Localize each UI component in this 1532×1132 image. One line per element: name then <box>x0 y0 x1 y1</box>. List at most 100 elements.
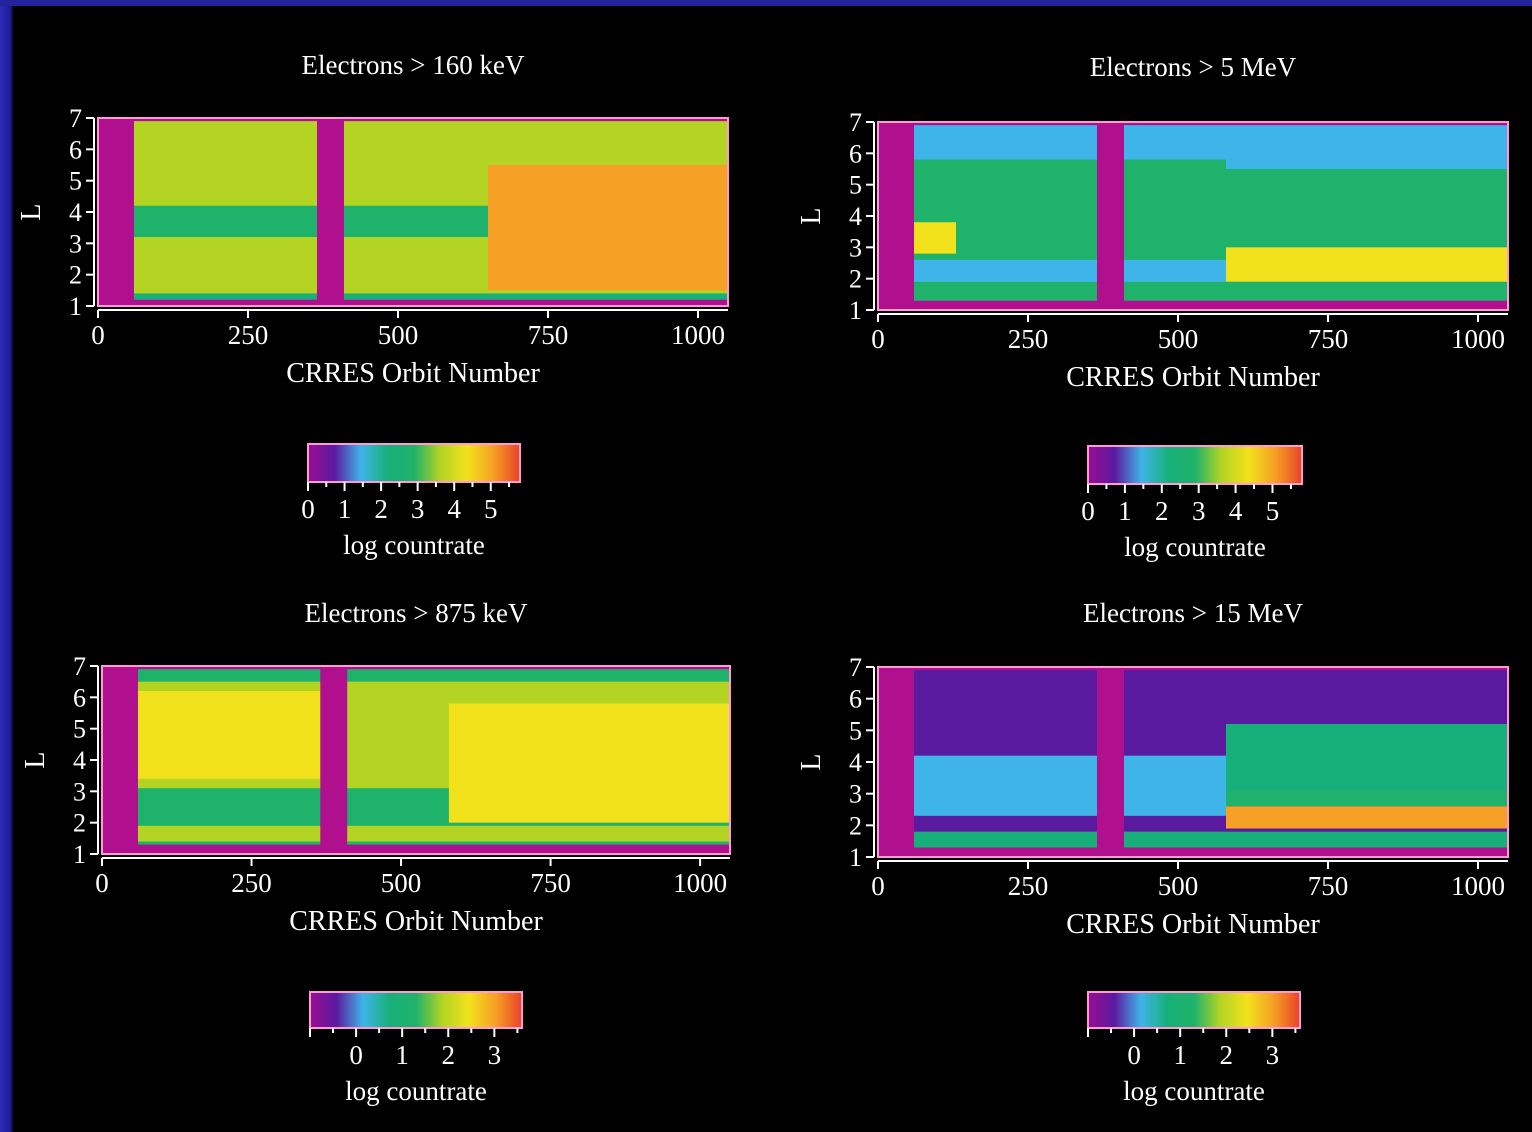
colorbar-tick-label: 0 <box>349 1040 363 1070</box>
y-axis-label: L <box>796 207 827 224</box>
colorbar-tick-label: 4 <box>1229 496 1243 526</box>
x-tick-label: 1000 <box>671 320 725 350</box>
colorbar <box>309 991 523 1029</box>
plot-frame <box>877 666 1509 858</box>
x-tick-label: 750 <box>528 320 569 350</box>
y-tick-label: 6 <box>73 683 86 712</box>
y-tick-label: 5 <box>73 715 86 744</box>
heatmap-band <box>914 222 956 254</box>
x-tick-label: 750 <box>1308 324 1349 354</box>
y-tick-label: 2 <box>849 265 862 294</box>
heatmap-band <box>134 205 317 238</box>
heatmap-band <box>1226 790 1508 807</box>
colorbar-tick-label: 0 <box>1127 1040 1141 1070</box>
data-gap <box>98 118 134 306</box>
x-axis-label: CRRES Orbit Number <box>1066 362 1320 393</box>
heatmap-band <box>1226 169 1508 251</box>
x-tick-label: 1000 <box>673 868 727 898</box>
plot-frame <box>877 121 1509 311</box>
y-tick-label: 1 <box>73 840 86 869</box>
y-tick-label: 6 <box>849 685 862 714</box>
heatmap-band <box>1226 806 1508 829</box>
plot-frame <box>101 665 731 855</box>
y-tick-label: 1 <box>849 843 862 872</box>
heatmap-band <box>1226 724 1508 794</box>
y-tick-label: 2 <box>849 811 862 840</box>
colorbar-tick-label: 0 <box>1081 496 1095 526</box>
colorbar-tick-label: 2 <box>1155 496 1169 526</box>
heatmap-band <box>488 165 728 291</box>
data-gap <box>320 666 348 854</box>
colorbar-tick-label: 1 <box>338 494 352 524</box>
y-tick-label: 2 <box>73 809 86 838</box>
y-tick-label: 1 <box>849 296 862 325</box>
colorbar-tick-label: 3 <box>411 494 425 524</box>
x-tick-label: 0 <box>95 868 109 898</box>
y-tick-label: 1 <box>69 292 82 321</box>
heatmap-band <box>134 293 728 300</box>
y-tick-label: 6 <box>69 135 82 164</box>
x-tick-label: 500 <box>1158 324 1199 354</box>
colorbar-tick-label: 5 <box>484 494 498 524</box>
data-gap <box>878 122 914 310</box>
y-tick-label: 7 <box>849 108 862 137</box>
heatmap-band <box>344 205 488 238</box>
x-tick-label: 500 <box>1158 871 1199 901</box>
colorbar-tick-label: 2 <box>442 1040 456 1070</box>
heatmap-band <box>137 825 730 842</box>
colorbar-label: log countrate <box>1123 1076 1265 1106</box>
x-tick-label: 0 <box>871 324 885 354</box>
colorbar-tick-label: 3 <box>1266 1040 1280 1070</box>
colorbar-label: log countrate <box>343 530 485 560</box>
y-tick-label: 4 <box>849 748 862 777</box>
y-tick-label: 5 <box>849 171 862 200</box>
y-axis-label: L <box>16 203 47 220</box>
y-tick-label: 4 <box>849 202 862 231</box>
colorbar <box>307 443 521 483</box>
colorbar-label: log countrate <box>1124 532 1266 562</box>
colorbar <box>1087 991 1301 1029</box>
x-tick-label: 750 <box>530 868 571 898</box>
y-tick-label: 4 <box>69 198 82 227</box>
x-tick-label: 1000 <box>1451 871 1505 901</box>
heatmap-band <box>448 703 730 823</box>
colorbar-tick-label: 5 <box>1266 496 1280 526</box>
chart-title: Electrons > 15 MeV <box>1083 598 1303 628</box>
data-gap <box>878 667 914 857</box>
x-tick-label: 250 <box>228 320 269 350</box>
x-axis-label: CRRES Orbit Number <box>286 358 540 389</box>
y-tick-label: 3 <box>849 233 862 262</box>
chart-title: Electrons > 160 keV <box>302 50 525 80</box>
y-tick-label: 5 <box>849 716 862 745</box>
y-tick-label: 7 <box>849 653 862 682</box>
colorbar-tick-label: 1 <box>395 1040 409 1070</box>
heatmap-band <box>914 281 1508 301</box>
y-tick-label: 4 <box>73 746 86 775</box>
y-tick-label: 6 <box>849 139 862 168</box>
colorbar <box>1087 445 1303 485</box>
data-gap <box>1097 122 1124 310</box>
x-tick-label: 500 <box>378 320 419 350</box>
chart-title: Electrons > 875 keV <box>305 598 528 628</box>
colorbar-label: log countrate <box>345 1076 487 1106</box>
colorbar-tick-label: 2 <box>374 494 388 524</box>
chart-title: Electrons > 5 MeV <box>1090 52 1297 82</box>
colorbar-tick-label: 0 <box>301 494 315 524</box>
x-axis-label: CRRES Orbit Number <box>289 906 543 937</box>
slide-top-border <box>0 0 1532 6</box>
x-tick-label: 250 <box>1008 324 1049 354</box>
y-tick-label: 3 <box>69 229 82 258</box>
x-tick-label: 0 <box>91 320 105 350</box>
x-tick-label: 500 <box>381 868 422 898</box>
x-tick-label: 250 <box>231 868 272 898</box>
colorbar-tick-label: 4 <box>447 494 461 524</box>
x-tick-label: 250 <box>1008 871 1049 901</box>
data-gap <box>1097 667 1124 857</box>
y-tick-label: 7 <box>69 104 82 133</box>
